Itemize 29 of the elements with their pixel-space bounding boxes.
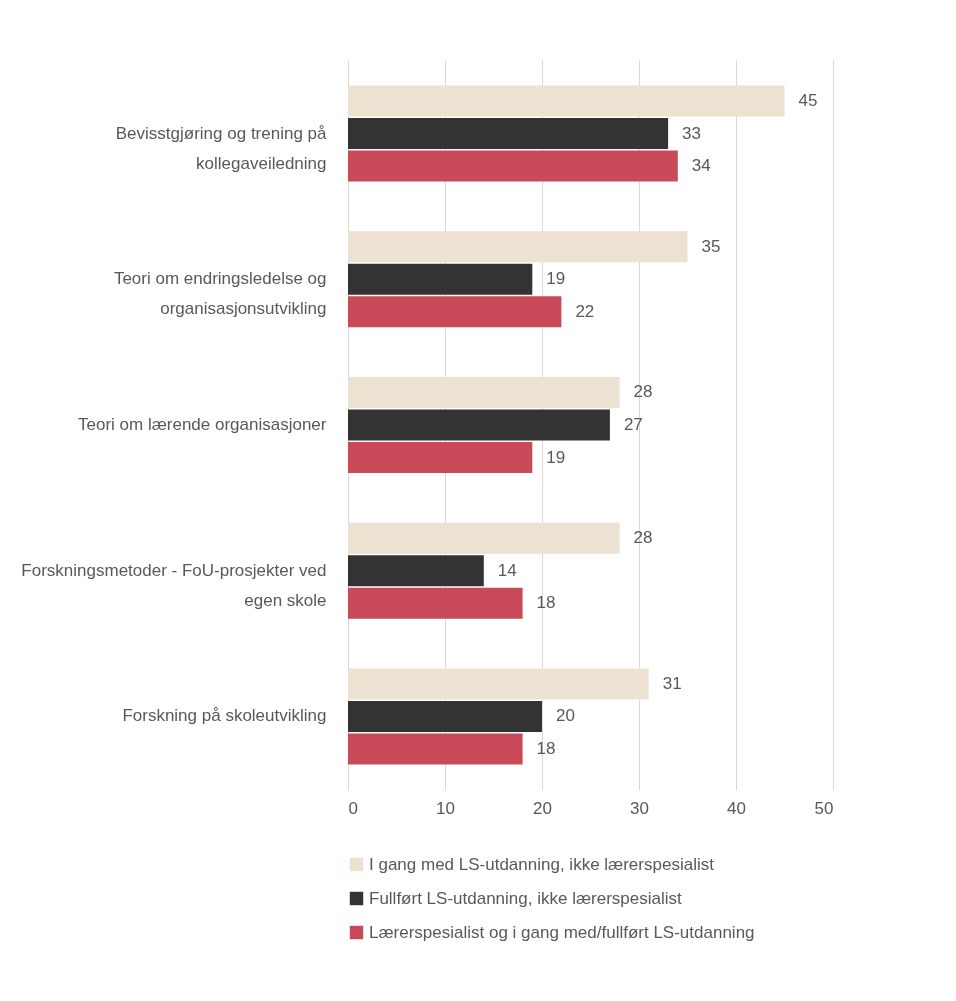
x-tick-label: 50 [814, 798, 834, 818]
data-label: 31 [662, 673, 682, 693]
data-label: 19 [546, 269, 566, 289]
data-label: 35 [701, 236, 721, 256]
x-tick-label: 30 [630, 798, 649, 818]
data-label: 33 [682, 123, 702, 143]
data-label: 18 [536, 738, 556, 758]
y-tick-label: Bevisstgjøring og trening på kollegaveiledning [115, 123, 328, 173]
data-label: 20 [556, 706, 575, 726]
legend-label: Lærerspesialist og i gang med/fullført LS-utdanning [369, 922, 755, 942]
y-tick-label: Teori om endringsledelse og organisasjonsutvikling [113, 269, 327, 319]
data-label: 45 [798, 91, 818, 111]
legend-label: Fullført LS-utdanning, ikke lærerspesialist [369, 888, 683, 908]
data-label: 18 [536, 593, 556, 613]
y-tick-label: Teori om lærende organisasjoner [77, 415, 327, 434]
y-tick-label: Forskningsmetoder - FoU-prosjekter ved egen skole [21, 560, 327, 610]
legend-label: I gang med LS-utdanning, ikke lærerspesialist [369, 854, 715, 874]
data-label: 27 [623, 415, 643, 434]
data-label: 34 [691, 156, 711, 176]
data-label: 28 [633, 382, 653, 402]
x-tick-label: 0 [348, 798, 358, 818]
data-label: 19 [546, 447, 566, 467]
x-tick-label: 10 [436, 798, 455, 818]
x-tick-label: 40 [727, 798, 746, 818]
y-tick-label: Forskning på skoleutvikling [122, 706, 327, 726]
x-tick-label: 20 [533, 798, 552, 818]
data-label: 14 [497, 560, 517, 580]
data-label: 28 [633, 528, 653, 548]
data-label: 22 [575, 301, 595, 321]
